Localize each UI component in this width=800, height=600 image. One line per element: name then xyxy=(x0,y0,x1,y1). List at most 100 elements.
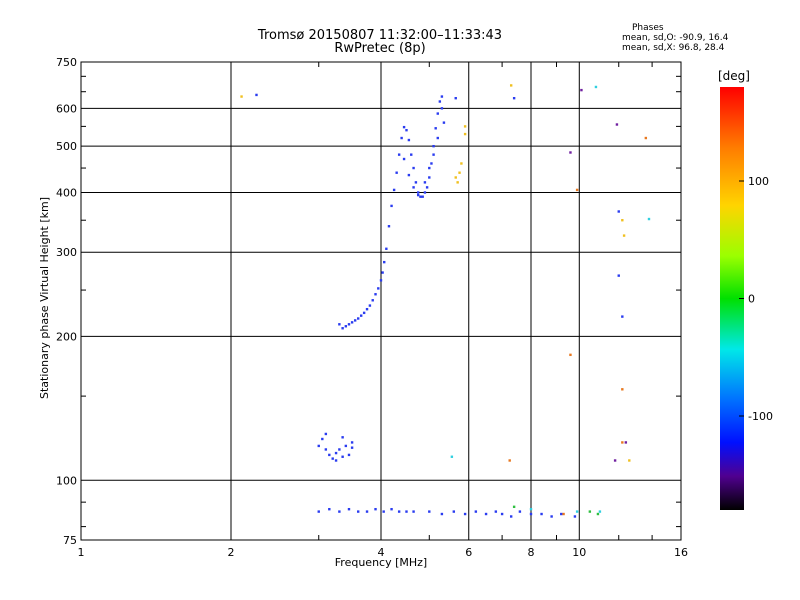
data-point xyxy=(440,95,444,98)
data-point xyxy=(550,515,553,518)
x-tick-label: 8 xyxy=(528,546,535,559)
grid-lines xyxy=(81,62,681,540)
data-point xyxy=(463,132,467,136)
data-point xyxy=(588,510,592,513)
data-point xyxy=(334,451,338,455)
data-point xyxy=(621,441,624,444)
data-point xyxy=(402,157,406,161)
data-point xyxy=(484,512,488,516)
data-point xyxy=(494,510,498,513)
data-point xyxy=(255,93,258,97)
data-point xyxy=(365,510,369,513)
data-point xyxy=(621,388,624,391)
data-point xyxy=(240,95,243,98)
data-point xyxy=(371,299,374,302)
data-point xyxy=(321,437,324,441)
data-point xyxy=(644,136,648,140)
data-point xyxy=(397,153,401,156)
data-point xyxy=(341,327,344,330)
chart-title: Tromsø 20150807 11:32:00–11:33:43 xyxy=(257,28,503,43)
data-point xyxy=(392,188,396,192)
data-point xyxy=(529,507,533,511)
data-point xyxy=(613,459,617,462)
data-point xyxy=(344,325,348,328)
y-tick-label: 300 xyxy=(56,246,77,259)
data-point xyxy=(569,151,572,154)
data-point xyxy=(395,171,398,174)
data-point xyxy=(617,274,620,277)
data-point xyxy=(410,153,413,156)
data-points xyxy=(240,84,651,518)
y-tick-label: 100 xyxy=(56,474,77,487)
data-point xyxy=(317,444,320,448)
stats-o-mode: mean, sd,O: -90.9, 16.4 xyxy=(622,33,729,43)
data-point xyxy=(331,457,334,460)
data-point xyxy=(456,181,459,184)
data-point xyxy=(428,166,431,170)
data-point xyxy=(509,515,513,518)
colorbar: 100 0 -100 xyxy=(720,87,773,510)
data-point xyxy=(377,287,380,290)
data-point xyxy=(529,512,533,516)
x-tick-label: 2 xyxy=(228,546,235,559)
data-point xyxy=(317,510,320,513)
data-point xyxy=(338,448,341,451)
data-point xyxy=(416,191,420,194)
data-point xyxy=(454,176,457,179)
data-point xyxy=(452,510,456,513)
x-axis-label: Frequency [MHz] xyxy=(334,556,428,569)
data-point xyxy=(436,136,439,140)
data-point xyxy=(438,100,442,103)
data-point xyxy=(423,181,427,184)
data-point xyxy=(341,436,344,439)
stats-x-mode: mean, sd,X: 96.8, 28.4 xyxy=(622,43,725,53)
data-point xyxy=(509,84,513,87)
stats-title: Phases xyxy=(632,23,664,33)
data-point xyxy=(512,505,516,509)
data-point xyxy=(412,510,415,513)
data-point xyxy=(617,210,620,213)
data-point xyxy=(454,96,457,100)
y-tick-label: 75 xyxy=(63,534,77,547)
data-point xyxy=(540,512,543,516)
y-tick-label: 400 xyxy=(56,186,77,199)
data-point xyxy=(432,153,435,156)
y-tick-label: 750 xyxy=(56,56,77,69)
chart-subtitle: RwPretec (8p) xyxy=(334,41,426,56)
data-point xyxy=(569,353,572,357)
data-point xyxy=(341,455,344,458)
data-point xyxy=(350,321,354,324)
data-point xyxy=(374,507,377,511)
data-point xyxy=(379,279,383,282)
data-point xyxy=(432,144,435,148)
data-point xyxy=(414,181,418,184)
data-point xyxy=(628,459,631,462)
data-point xyxy=(442,121,446,124)
data-point xyxy=(428,176,431,179)
data-point xyxy=(324,432,328,436)
colorbar-label: [deg] xyxy=(718,69,750,83)
data-point xyxy=(338,323,341,326)
data-point xyxy=(573,515,577,518)
data-point xyxy=(621,219,624,222)
data-point xyxy=(596,512,600,516)
data-point xyxy=(430,162,433,165)
data-point xyxy=(423,191,427,194)
data-point xyxy=(421,195,424,198)
data-point xyxy=(518,510,522,513)
data-point xyxy=(419,195,422,198)
data-point xyxy=(575,188,579,192)
colorbar-tick-label: -100 xyxy=(748,410,773,423)
data-point xyxy=(402,125,406,129)
data-point xyxy=(463,125,467,128)
x-tick-label: 6 xyxy=(465,546,472,559)
data-point xyxy=(436,112,439,115)
data-point xyxy=(407,173,411,177)
colorbar-tick-label: 0 xyxy=(748,293,755,306)
data-point xyxy=(615,123,619,126)
data-point xyxy=(383,260,386,264)
data-point xyxy=(365,307,369,311)
data-point xyxy=(425,186,429,189)
data-point xyxy=(500,512,504,516)
